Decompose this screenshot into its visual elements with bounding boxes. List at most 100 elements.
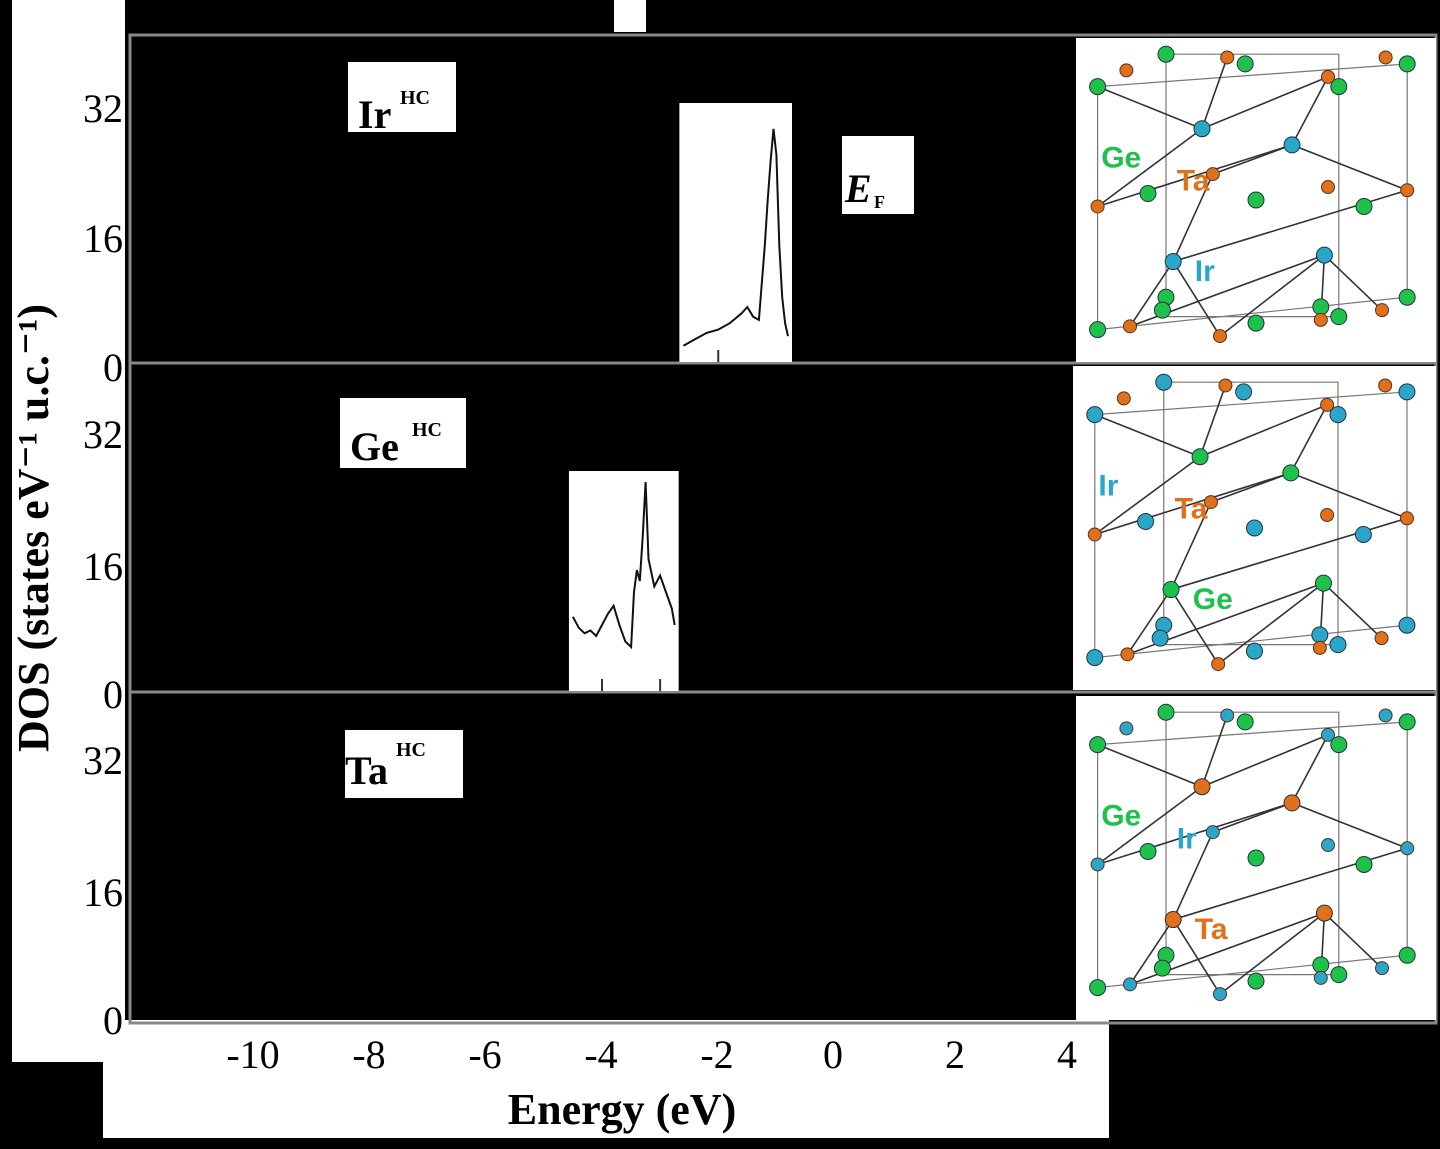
panel-label-sup: HC bbox=[396, 739, 426, 761]
atom bbox=[1153, 959, 1171, 977]
atom bbox=[1246, 642, 1263, 660]
bond bbox=[1172, 261, 1221, 337]
atom bbox=[1355, 855, 1373, 873]
atom bbox=[1315, 246, 1333, 264]
atom bbox=[1330, 78, 1348, 96]
panel-label-ge: Ge HC bbox=[340, 398, 466, 469]
atom bbox=[1375, 303, 1389, 318]
atom bbox=[1398, 383, 1416, 401]
atom bbox=[1211, 657, 1226, 672]
x-axis-title: Energy (eV) bbox=[508, 1085, 737, 1134]
atom bbox=[1282, 464, 1300, 482]
atom bbox=[1162, 581, 1180, 599]
atom bbox=[1247, 191, 1265, 209]
atom bbox=[1213, 987, 1227, 1002]
y-tick-label: 0 bbox=[103, 345, 123, 390]
atom bbox=[1119, 721, 1134, 736]
atom bbox=[1315, 904, 1333, 922]
fermi-label-box bbox=[842, 136, 914, 214]
atom bbox=[1191, 448, 1209, 466]
bond bbox=[1212, 144, 1293, 175]
panel-label-sup: HC bbox=[412, 419, 442, 441]
atom bbox=[1236, 55, 1254, 73]
atom bbox=[1283, 794, 1301, 812]
x-tick-label: -10 bbox=[226, 1032, 279, 1077]
structure-inset-2: Ir Ta Ge bbox=[1073, 366, 1436, 690]
bond bbox=[1291, 76, 1329, 146]
bond bbox=[1322, 582, 1383, 639]
atom bbox=[1314, 574, 1332, 592]
atom bbox=[1375, 961, 1389, 976]
atom bbox=[1164, 911, 1182, 929]
atom bbox=[1398, 616, 1416, 634]
panel-label-sup: HC bbox=[400, 87, 430, 109]
bond bbox=[1129, 919, 1174, 985]
bond bbox=[1201, 715, 1228, 787]
atom bbox=[1089, 979, 1107, 997]
bond bbox=[1290, 472, 1408, 520]
atom bbox=[1247, 849, 1265, 867]
atom bbox=[1329, 406, 1347, 424]
y-tick-label: 16 bbox=[83, 870, 123, 915]
bond bbox=[1094, 472, 1292, 536]
structure-label: Ir bbox=[1098, 470, 1118, 503]
bond bbox=[1172, 919, 1221, 995]
atom bbox=[1312, 298, 1330, 316]
atom bbox=[1151, 629, 1169, 647]
panel-label-ta: Ta HC bbox=[345, 730, 463, 798]
atom bbox=[1321, 69, 1335, 84]
bond bbox=[1210, 472, 1292, 503]
fermi-label-main: E bbox=[844, 166, 872, 211]
atom bbox=[1398, 288, 1416, 306]
atom bbox=[1321, 838, 1335, 853]
atom bbox=[1321, 727, 1335, 742]
atom bbox=[1120, 647, 1135, 662]
bond bbox=[1097, 144, 1293, 208]
atom bbox=[1164, 253, 1182, 271]
bond bbox=[1094, 413, 1201, 458]
bond bbox=[1097, 786, 1203, 866]
atom bbox=[1193, 778, 1211, 796]
y-tick-label: 16 bbox=[83, 544, 123, 589]
atom bbox=[1311, 626, 1329, 644]
atom bbox=[1313, 312, 1328, 327]
atom bbox=[1354, 525, 1372, 543]
atom bbox=[1213, 329, 1227, 344]
panel-label-box bbox=[340, 398, 466, 468]
atom bbox=[1355, 197, 1373, 215]
atom bbox=[1137, 513, 1155, 531]
atom bbox=[1157, 703, 1175, 721]
bond bbox=[1201, 57, 1228, 129]
bond bbox=[1126, 589, 1172, 655]
y-tick-label: 0 bbox=[103, 998, 123, 1043]
bond bbox=[1291, 734, 1329, 804]
atom bbox=[1086, 406, 1104, 424]
panel-label-box bbox=[345, 730, 463, 798]
atom bbox=[1378, 708, 1393, 723]
x-tick-label: -4 bbox=[584, 1032, 617, 1077]
panel-label-main: Ge bbox=[350, 424, 399, 469]
bond bbox=[1212, 802, 1293, 833]
structure-label: Ge bbox=[1193, 583, 1233, 616]
bond bbox=[1291, 144, 1408, 192]
fermi-label: E F bbox=[842, 136, 914, 214]
atom bbox=[1320, 397, 1335, 412]
bond bbox=[1199, 385, 1227, 457]
panel-label-box bbox=[348, 62, 456, 132]
atom bbox=[1247, 314, 1265, 332]
atom bbox=[1205, 167, 1220, 182]
top-marker bbox=[614, 0, 646, 32]
bond bbox=[1291, 802, 1408, 850]
bond bbox=[1219, 912, 1325, 995]
atom bbox=[1153, 301, 1171, 319]
x-tick-label: -2 bbox=[700, 1032, 733, 1077]
panel-label-ir: Ir HC bbox=[348, 62, 456, 137]
bond bbox=[1097, 743, 1203, 788]
structure-label: Ta bbox=[1177, 164, 1210, 197]
bond bbox=[1097, 802, 1293, 866]
x-tick-label: 2 bbox=[945, 1032, 965, 1077]
atom bbox=[1220, 708, 1235, 723]
y-tick-label: 0 bbox=[103, 672, 123, 717]
atom bbox=[1312, 640, 1327, 655]
